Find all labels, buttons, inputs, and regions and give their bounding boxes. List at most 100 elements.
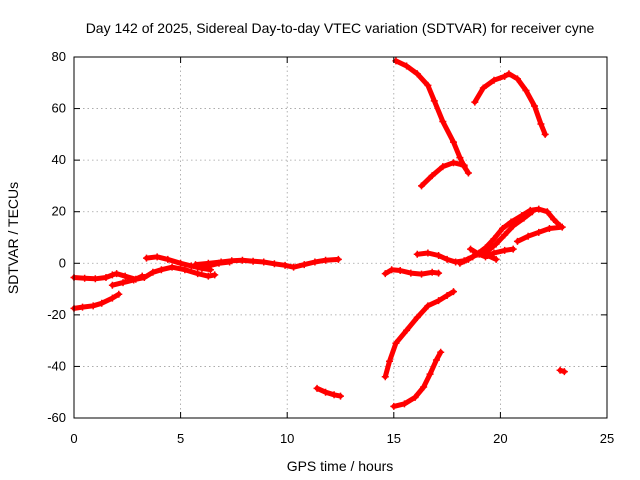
data-point (492, 240, 500, 248)
y-tick-label: -20 (47, 307, 66, 322)
data-point (194, 270, 202, 278)
axis-ticks: 0 5 10 15 20 25 -60 -40 -20 0 20 40 60 80 (47, 49, 614, 446)
data-point (157, 266, 165, 274)
data-point (270, 260, 278, 268)
data-point (91, 275, 99, 283)
data-point (509, 222, 517, 230)
data-point (153, 253, 161, 261)
data-point (108, 281, 116, 289)
data-point (281, 261, 289, 269)
data-point (192, 261, 200, 269)
data-point (435, 297, 443, 305)
data-point (119, 279, 127, 287)
data-point (490, 249, 498, 257)
data-point (181, 266, 189, 274)
data-track-18 (472, 71, 548, 137)
data-track-16 (483, 209, 535, 256)
data-point (392, 339, 400, 347)
data-point (556, 366, 564, 374)
data-point (501, 231, 509, 239)
data-point (322, 256, 330, 264)
data-point (418, 182, 426, 190)
data-point (550, 215, 558, 223)
data-point (386, 357, 394, 365)
data-point (424, 249, 432, 257)
data-point (513, 237, 521, 245)
data-point (300, 261, 308, 269)
data-point (311, 258, 319, 266)
data-point (130, 276, 138, 284)
data-point (388, 266, 396, 274)
data-point (98, 299, 106, 307)
data-point (560, 368, 568, 376)
data-point (501, 72, 509, 80)
data-point (449, 288, 457, 296)
data-point (443, 255, 451, 263)
data-point (407, 269, 415, 277)
data-point (437, 348, 445, 356)
data-point (108, 294, 116, 302)
data-point (249, 257, 257, 265)
data-point (479, 84, 487, 92)
data-point (513, 75, 521, 83)
x-tick-label: 0 (70, 431, 77, 446)
data-point (204, 259, 212, 267)
data-point (381, 270, 389, 278)
y-tick-label: 20 (52, 204, 66, 219)
data-point (509, 245, 517, 253)
y-tick-label: 40 (52, 152, 66, 167)
data-point (460, 161, 468, 169)
data-point (439, 163, 447, 171)
data-point (108, 271, 116, 279)
data-point (505, 70, 513, 78)
data-point (149, 268, 157, 276)
data-point (424, 302, 432, 310)
data-point (400, 400, 408, 408)
data-point (322, 388, 330, 396)
y-axis-label: SDTVAR / TECUs (5, 182, 21, 294)
x-tick-label: 15 (387, 431, 401, 446)
x-axis-label: GPS time / hours (287, 458, 394, 474)
data-point (115, 290, 123, 298)
data-point (428, 268, 436, 276)
data-point (471, 98, 479, 106)
data-track-9 (382, 289, 456, 380)
data-point (537, 120, 545, 128)
data-point (535, 228, 543, 236)
data-point (558, 223, 566, 231)
data-point (456, 154, 464, 162)
data-point (89, 302, 97, 310)
data-point (79, 303, 87, 311)
data-track-15 (457, 206, 563, 266)
data-point (403, 62, 411, 70)
x-tick-label: 25 (600, 431, 614, 446)
data-point (501, 246, 509, 254)
data-point (439, 117, 447, 125)
data-point (168, 263, 176, 271)
y-tick-label: -60 (47, 410, 66, 425)
data-point (313, 384, 321, 392)
data-point (330, 391, 338, 399)
y-tick-label: 60 (52, 101, 66, 116)
data-point (435, 269, 443, 277)
y-tick-label: 80 (52, 49, 66, 64)
data-point (177, 259, 185, 267)
data-point (464, 255, 472, 263)
data-point (211, 271, 219, 279)
x-tick-label: 5 (177, 431, 184, 446)
x-tick-label: 20 (493, 431, 507, 446)
data-point (467, 245, 475, 253)
data-point (426, 370, 434, 378)
y-tick-label: -40 (47, 358, 66, 373)
data-point (543, 208, 551, 216)
data-point (396, 267, 404, 275)
x-tick-label: 10 (280, 431, 294, 446)
data-point (81, 274, 89, 282)
data-point (217, 258, 225, 266)
data-point (413, 250, 421, 258)
data-point (449, 159, 457, 167)
data-point (413, 313, 421, 321)
data-point (490, 235, 498, 243)
data-point (424, 81, 432, 89)
